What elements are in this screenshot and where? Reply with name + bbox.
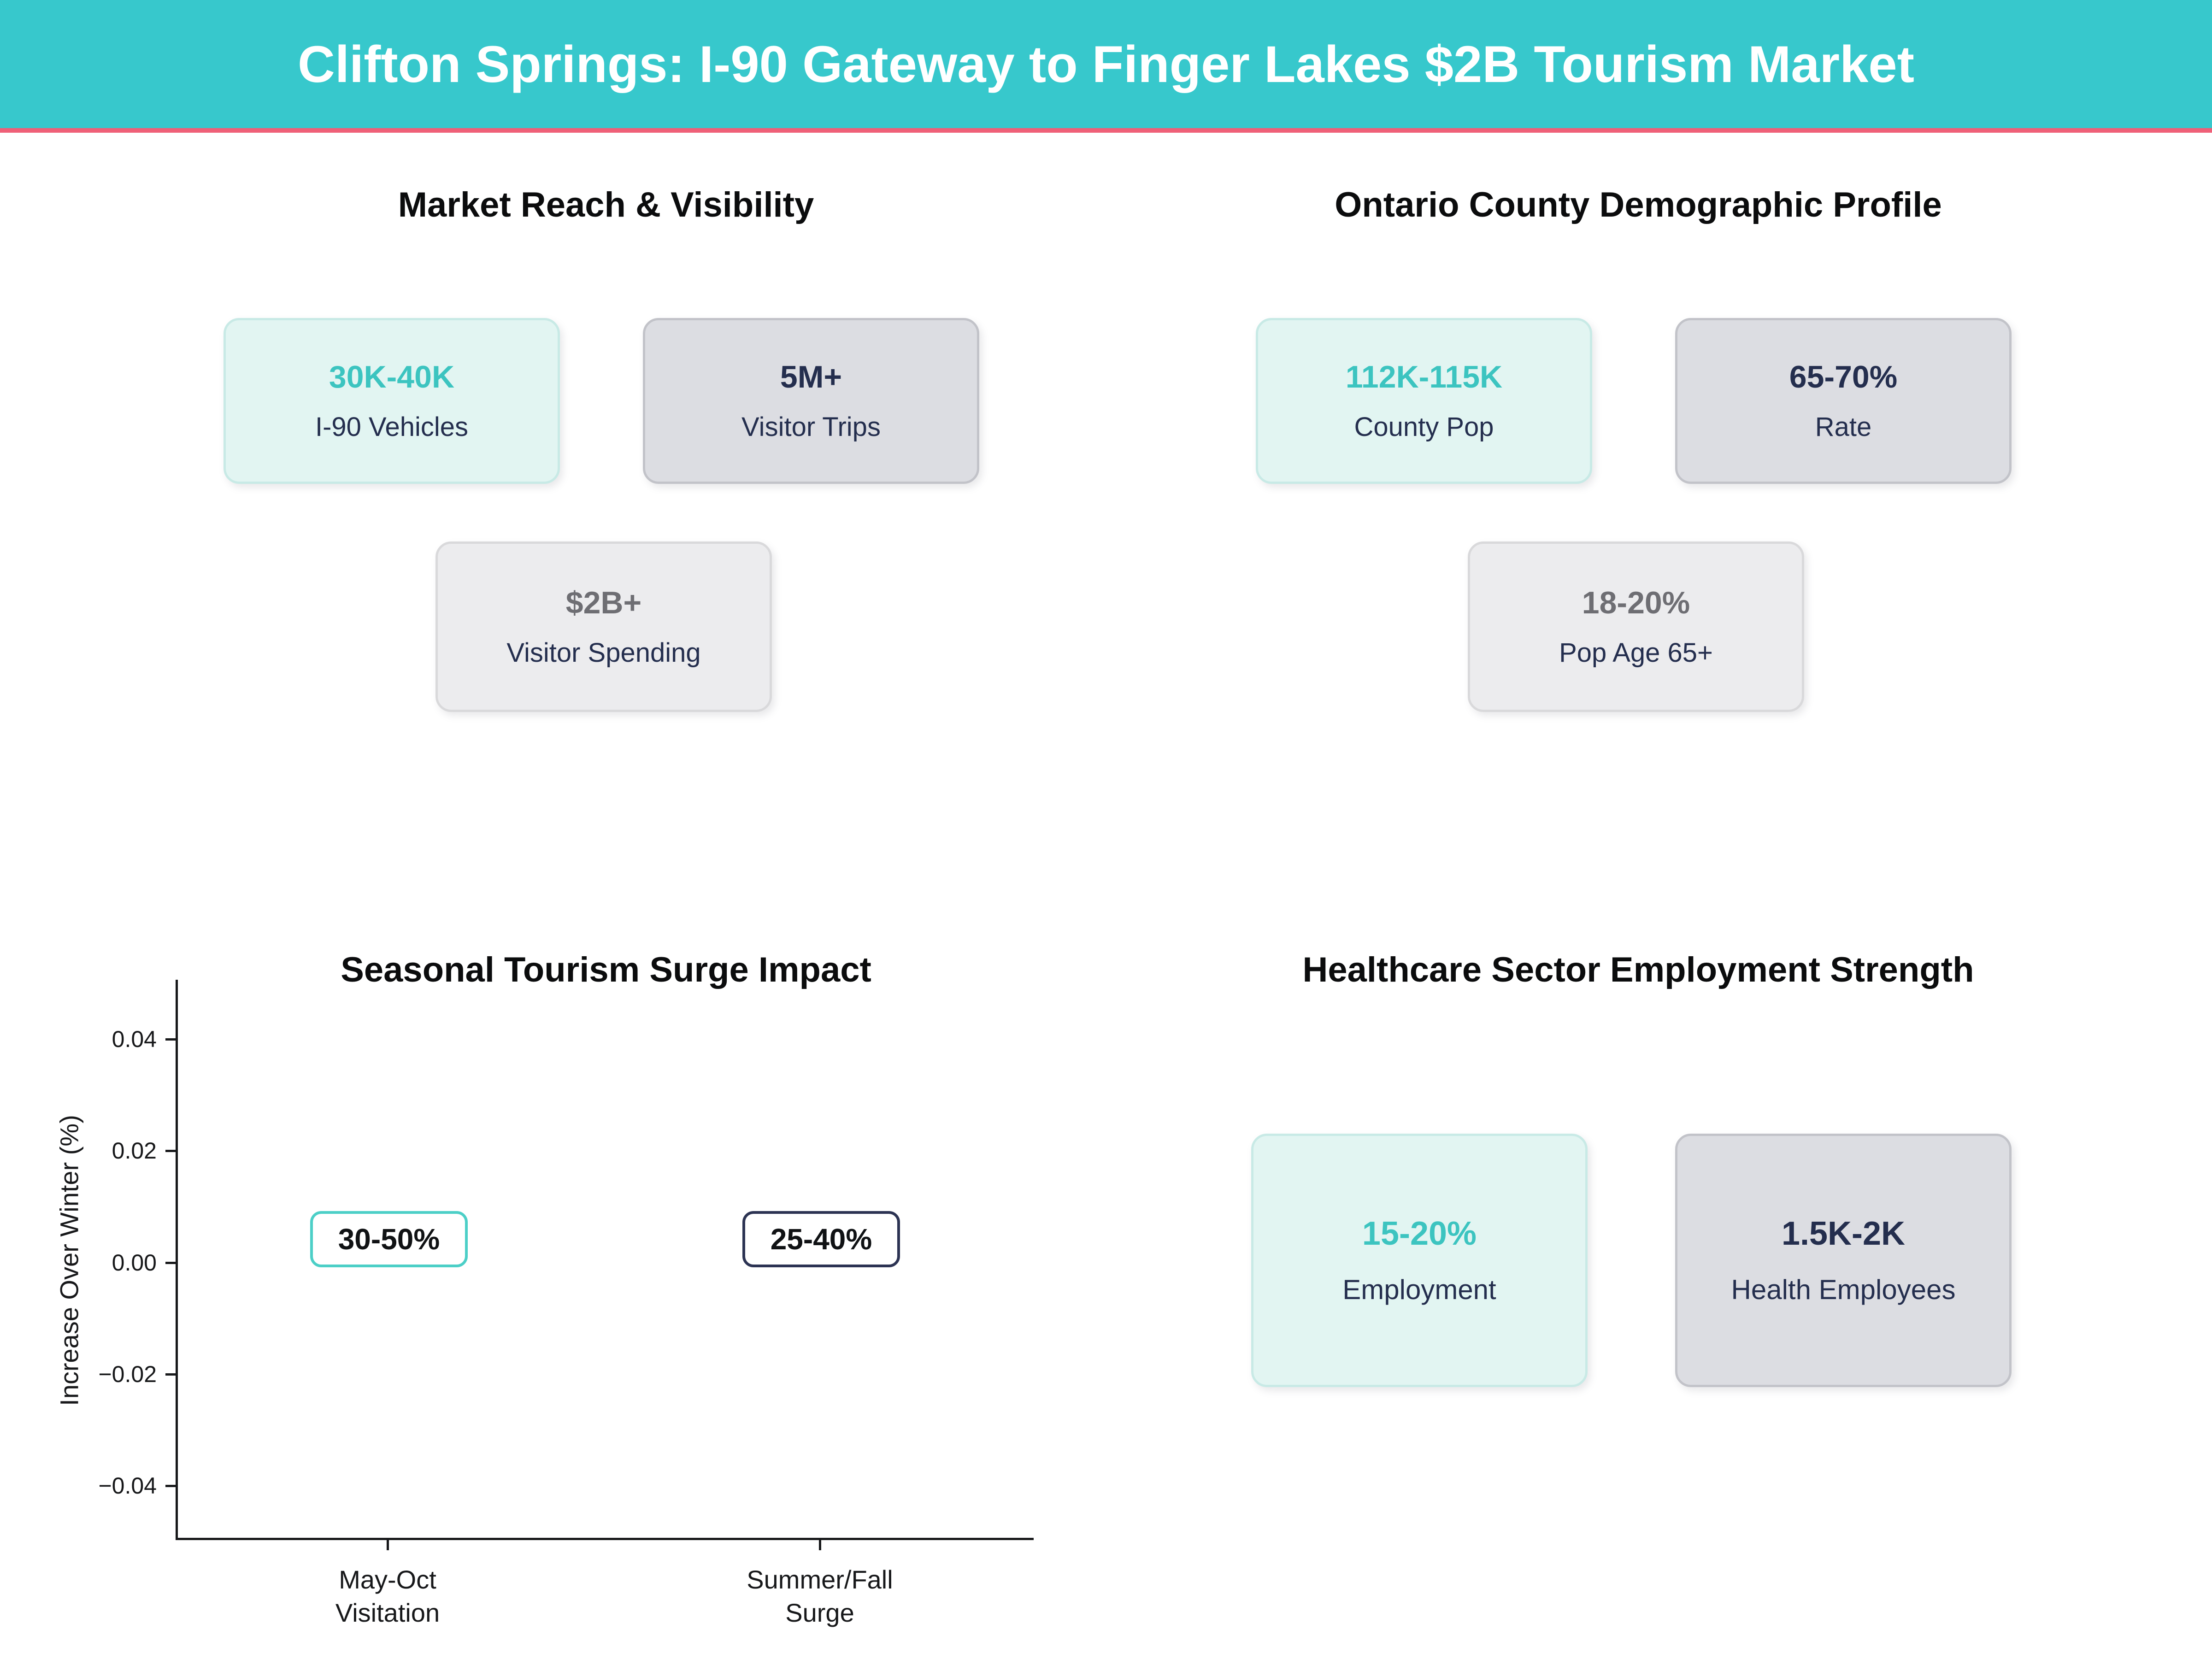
header-banner: Clifton Springs: I-90 Gateway to Finger … bbox=[0, 0, 2212, 133]
stat-label: I-90 Vehicles bbox=[315, 412, 469, 442]
stat-value: 5M+ bbox=[780, 359, 842, 394]
chart-title: Seasonal Tourism Surge Impact bbox=[341, 950, 871, 990]
stat-value: 30K-40K bbox=[329, 359, 455, 394]
stat-card-pop-age-65: 18-20% Pop Age 65+ bbox=[1468, 541, 1804, 712]
y-tick-label: 0.04 bbox=[112, 1026, 157, 1052]
section-title-market: Market Reach & Visibility bbox=[398, 185, 814, 225]
x-tick-line: May-Oct bbox=[339, 1565, 436, 1594]
stat-value: $2B+ bbox=[565, 585, 642, 620]
x-tick-line: Summer/Fall bbox=[747, 1565, 893, 1594]
stat-label: Visitor Trips bbox=[741, 412, 881, 442]
stat-card-i90-vehicles: 30K-40K I-90 Vehicles bbox=[224, 318, 560, 484]
stat-label: Pop Age 65+ bbox=[1559, 638, 1713, 668]
stat-card-employment: 15-20% Employment bbox=[1251, 1134, 1588, 1387]
x-tick-label-summer-fall: Summer/Fall Surge bbox=[659, 1563, 981, 1630]
stat-label: Health Employees bbox=[1731, 1274, 1956, 1305]
stat-label: Visitor Spending bbox=[506, 638, 701, 668]
y-tick-label: 0.00 bbox=[112, 1250, 157, 1276]
page-title: Clifton Springs: I-90 Gateway to Finger … bbox=[297, 35, 1915, 93]
stat-value: 15-20% bbox=[1362, 1215, 1477, 1252]
y-tick-label: −0.04 bbox=[98, 1473, 157, 1499]
stat-card-visitor-trips: 5M+ Visitor Trips bbox=[643, 318, 979, 484]
stat-label: County Pop bbox=[1354, 412, 1494, 442]
y-axis-line bbox=[176, 980, 178, 1540]
x-tick-line: Visitation bbox=[335, 1598, 440, 1627]
stat-value: 1.5K-2K bbox=[1781, 1215, 1906, 1252]
y-tick-mark bbox=[165, 1262, 176, 1264]
stat-label: Employment bbox=[1342, 1274, 1496, 1305]
x-axis-line bbox=[176, 1538, 1034, 1540]
x-tick-mark bbox=[387, 1540, 389, 1550]
annotation-box-may-oct: 30-50% bbox=[310, 1211, 468, 1267]
stat-card-rate: 65-70% Rate bbox=[1675, 318, 2012, 484]
stat-value: 65-70% bbox=[1789, 359, 1898, 394]
section-title-demographic: Ontario County Demographic Profile bbox=[1335, 185, 1942, 225]
y-tick-label: 0.02 bbox=[112, 1138, 157, 1164]
x-tick-line: Surge bbox=[785, 1598, 854, 1627]
section-title-healthcare: Healthcare Sector Employment Strength bbox=[1302, 950, 1974, 990]
stat-card-visitor-spending: $2B+ Visitor Spending bbox=[435, 541, 772, 712]
y-tick-mark bbox=[165, 1373, 176, 1376]
stat-card-health-employees: 1.5K-2K Health Employees bbox=[1675, 1134, 2012, 1387]
annotation-text: 30-50% bbox=[338, 1223, 440, 1256]
y-tick-mark bbox=[165, 1038, 176, 1041]
stat-value: 112K-115K bbox=[1345, 359, 1503, 394]
annotation-box-summer-fall: 25-40% bbox=[742, 1211, 900, 1267]
y-tick-mark bbox=[165, 1485, 176, 1487]
x-tick-label-may-oct: May-Oct Visitation bbox=[226, 1563, 549, 1630]
stat-card-county-pop: 112K-115K County Pop bbox=[1256, 318, 1592, 484]
y-tick-label: −0.02 bbox=[98, 1361, 157, 1387]
annotation-text: 25-40% bbox=[770, 1223, 872, 1256]
stat-label: Rate bbox=[1815, 412, 1872, 442]
stat-value: 18-20% bbox=[1582, 585, 1690, 620]
x-tick-mark bbox=[819, 1540, 821, 1550]
y-tick-mark bbox=[165, 1150, 176, 1152]
